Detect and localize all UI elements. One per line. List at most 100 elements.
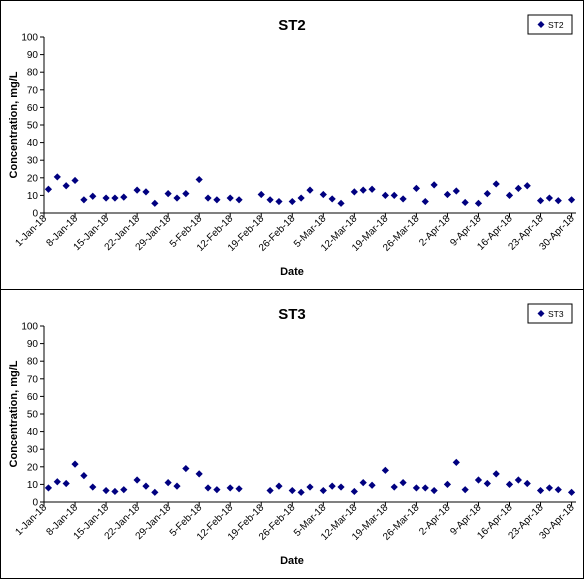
y-tick-label: 90	[27, 339, 39, 350]
data-point	[62, 182, 70, 190]
data-point	[412, 184, 420, 192]
data-point	[474, 476, 483, 484]
y-tick-label: 10	[27, 191, 39, 202]
data-point	[133, 186, 141, 194]
data-point	[430, 486, 438, 495]
legend-marker	[537, 310, 545, 317]
data-point	[350, 487, 358, 496]
data-point	[536, 197, 545, 205]
y-tick-label: 50	[27, 121, 39, 132]
x-tick-label: 1-Jan-18	[13, 213, 49, 249]
data-point	[102, 194, 110, 202]
data-point	[523, 479, 531, 488]
x-tick-label: 2-Apr-18	[417, 502, 453, 538]
series-st3	[44, 458, 576, 496]
data-point	[430, 181, 438, 189]
legend-marker	[537, 21, 545, 28]
data-point	[359, 479, 367, 487]
legend-label: ST2	[548, 20, 564, 30]
y-tick-label: 60	[27, 392, 39, 403]
data-point	[102, 486, 110, 495]
data-point	[381, 466, 389, 474]
st3-chart-svg: ST301020304050607080901001-Jan-188-Jan-1…	[8, 303, 577, 567]
data-point	[71, 176, 79, 185]
data-point	[523, 182, 531, 190]
data-point	[554, 486, 562, 494]
x-axis-title: Date	[280, 555, 304, 567]
data-point	[62, 479, 70, 488]
data-point	[80, 472, 88, 480]
y-tick-label: 10	[27, 480, 39, 491]
data-point	[151, 488, 159, 496]
st3-chart-frame: ST3 0 10 20 30 40 50 60 70 80 90 100 1-Jan-18 8-Jan-1…	[0, 289, 584, 579]
data-point	[275, 197, 283, 206]
y-tick-label: 40	[27, 427, 39, 438]
data-point	[120, 486, 128, 494]
data-point	[421, 484, 429, 492]
data-point	[350, 188, 358, 196]
data-point	[164, 479, 172, 487]
data-point	[337, 199, 345, 207]
data-point	[142, 188, 150, 196]
data-point	[226, 194, 234, 202]
data-point	[213, 196, 221, 204]
data-point	[226, 484, 234, 492]
data-point	[545, 194, 553, 202]
y-tick-label: 80	[27, 357, 39, 368]
data-point	[554, 197, 562, 205]
data-point	[514, 476, 522, 484]
data-point	[297, 194, 305, 202]
data-point	[53, 173, 61, 181]
data-point	[80, 196, 88, 204]
data-point	[275, 482, 283, 490]
legend-box	[527, 303, 573, 324]
data-point	[204, 194, 212, 202]
data-point	[368, 185, 376, 193]
data-point	[461, 198, 469, 207]
data-point	[505, 480, 514, 488]
data-point	[297, 488, 305, 496]
data-point	[452, 187, 460, 195]
y-tick-label: 0	[32, 209, 38, 220]
y-tick-label: 70	[27, 374, 39, 385]
y-tick-label: 0	[32, 498, 38, 509]
y-tick-label: 60	[27, 103, 39, 114]
data-point	[545, 484, 553, 492]
data-point	[111, 194, 119, 202]
legend-box	[527, 14, 573, 35]
data-point	[483, 190, 491, 198]
data-point	[257, 190, 265, 199]
y-axis-title: Concentration, mg/L	[8, 360, 20, 467]
data-point	[204, 484, 212, 492]
data-point	[89, 192, 97, 200]
data-point	[89, 483, 97, 491]
data-point	[235, 196, 243, 204]
data-point	[195, 175, 203, 184]
data-point	[111, 487, 119, 496]
data-point	[399, 479, 407, 487]
data-point	[443, 190, 452, 199]
data-point	[337, 483, 345, 491]
data-point	[536, 486, 545, 495]
data-point	[399, 195, 407, 203]
y-tick-label: 20	[27, 462, 39, 473]
data-point	[514, 184, 522, 192]
st2-chart-frame: ST2 0 10 20 30 40 50 60 70 80 90 100 1-Jan-18 8-Jan-1…	[0, 0, 584, 290]
series-st2	[44, 173, 576, 207]
data-point	[266, 486, 274, 495]
data-point	[328, 482, 336, 490]
x-tick-label: 2-Apr-18	[417, 213, 453, 249]
x-tick-label: 1-Jan-18	[13, 502, 49, 538]
data-point	[44, 185, 53, 193]
data-point	[492, 470, 500, 478]
data-point	[306, 186, 314, 194]
data-point	[266, 196, 274, 204]
data-point	[483, 479, 491, 488]
data-point	[443, 480, 452, 488]
data-point	[567, 488, 576, 496]
data-point	[381, 191, 389, 199]
data-point	[142, 482, 150, 490]
y-tick-label: 90	[27, 50, 39, 61]
data-point	[71, 460, 79, 468]
data-point	[173, 482, 181, 490]
